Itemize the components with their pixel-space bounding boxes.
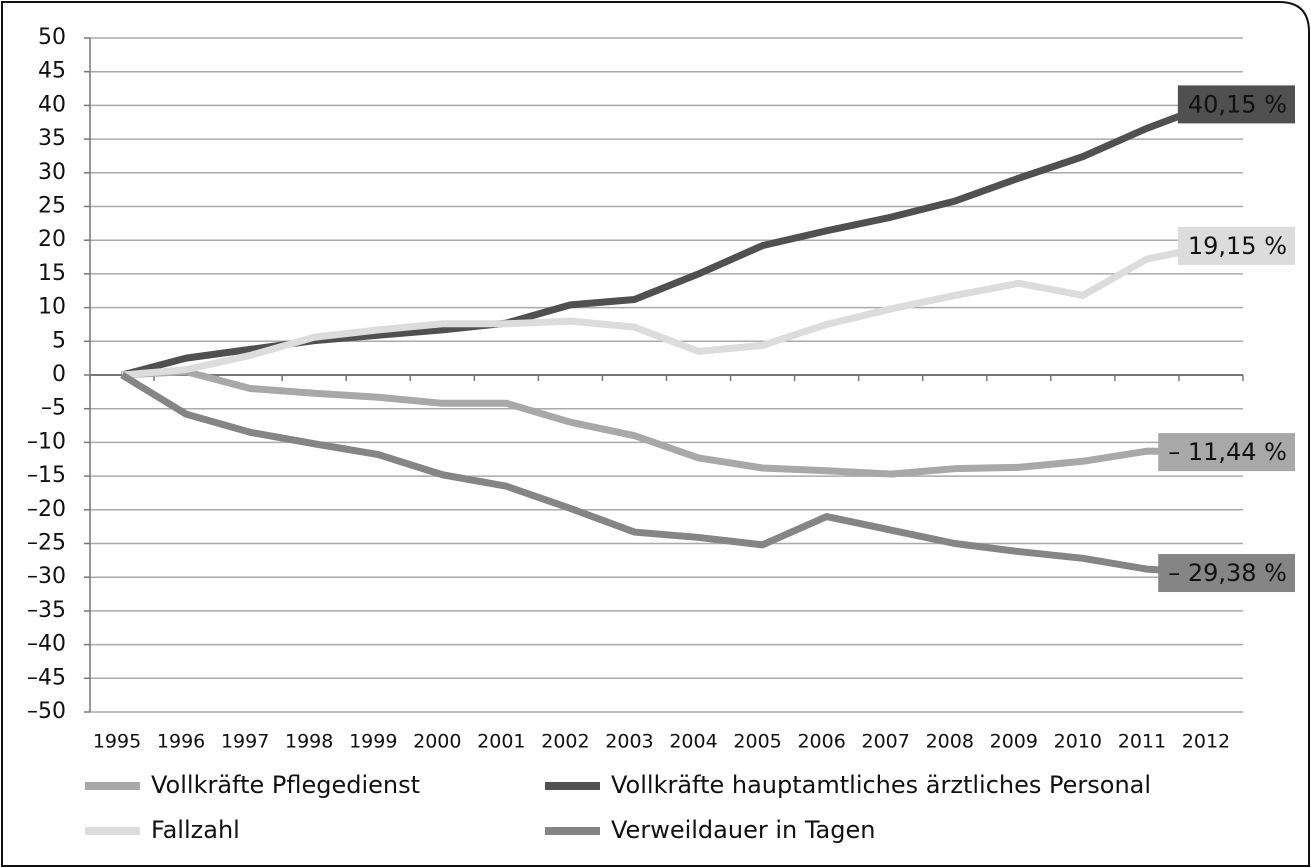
y-tick-label: –40 xyxy=(27,632,66,657)
y-tick-label: –20 xyxy=(27,497,66,522)
y-tick-label: –5 xyxy=(41,396,66,421)
x-tick-label: 2004 xyxy=(669,731,717,753)
legend-label: Vollkräfte hauptamtliches ärztliches Per… xyxy=(611,771,1151,799)
value-label: 19,15 % xyxy=(1188,232,1287,260)
x-tick-label: 1995 xyxy=(93,731,141,753)
y-tick-label: –10 xyxy=(27,429,66,454)
value-label-box xyxy=(1158,554,1295,593)
y-tick-label: –25 xyxy=(27,531,66,556)
y-tick-label: 25 xyxy=(38,194,66,219)
series-line xyxy=(121,368,1212,478)
x-tick-label: 2005 xyxy=(733,731,781,753)
y-tick-label: 10 xyxy=(38,295,66,320)
y-tick-label: –30 xyxy=(27,564,66,589)
x-tick-label: 2011 xyxy=(1118,731,1166,753)
value-label: – 29,38 % xyxy=(1168,559,1287,587)
value-label-box xyxy=(1158,433,1295,472)
x-tick-label: 2002 xyxy=(541,731,589,753)
series-line xyxy=(121,242,1212,379)
y-tick-label: 15 xyxy=(38,261,66,286)
x-tick-label: 1998 xyxy=(285,731,333,753)
x-tick-label: 1999 xyxy=(349,731,397,753)
x-tick-label: 2010 xyxy=(1054,731,1102,753)
y-tick-label: 50 xyxy=(38,25,66,50)
x-tick-label: 2006 xyxy=(797,731,845,753)
x-tick-label: 2000 xyxy=(413,731,461,753)
series-line xyxy=(120,372,1212,577)
x-tick-label: 1996 xyxy=(157,731,205,753)
y-tick-label: 30 xyxy=(38,160,66,185)
y-tick-label: 40 xyxy=(38,92,66,117)
x-tick-label: 2001 xyxy=(477,731,525,753)
value-label: 40,15 % xyxy=(1188,90,1287,118)
y-tick-label: 20 xyxy=(38,227,66,252)
legend-label: Verweildauer in Tagen xyxy=(611,816,875,844)
x-tick-label: 2007 xyxy=(862,731,910,753)
x-tick-label: 2008 xyxy=(926,731,974,753)
y-tick-label: 5 xyxy=(52,328,66,353)
x-tick-label: 2012 xyxy=(1182,731,1230,753)
y-tick-label: 45 xyxy=(38,59,66,84)
value-label-box xyxy=(1177,226,1295,265)
y-tick-label: –50 xyxy=(27,699,66,724)
value-label: – 11,44 % xyxy=(1168,438,1287,466)
x-tick-label: 2003 xyxy=(605,731,653,753)
legend-label: Vollkräfte Pflegedienst xyxy=(151,771,420,799)
y-tick-label: 35 xyxy=(38,126,66,151)
legend-label: Fallzahl xyxy=(151,816,240,844)
x-tick-label: 2009 xyxy=(990,731,1038,753)
y-tick-label: –15 xyxy=(27,463,66,488)
y-tick-label: –45 xyxy=(27,665,66,690)
x-tick-label: 1997 xyxy=(221,731,269,753)
value-label-box xyxy=(1177,85,1295,124)
y-tick-label: 0 xyxy=(52,362,66,387)
y-tick-label: –35 xyxy=(27,598,66,623)
